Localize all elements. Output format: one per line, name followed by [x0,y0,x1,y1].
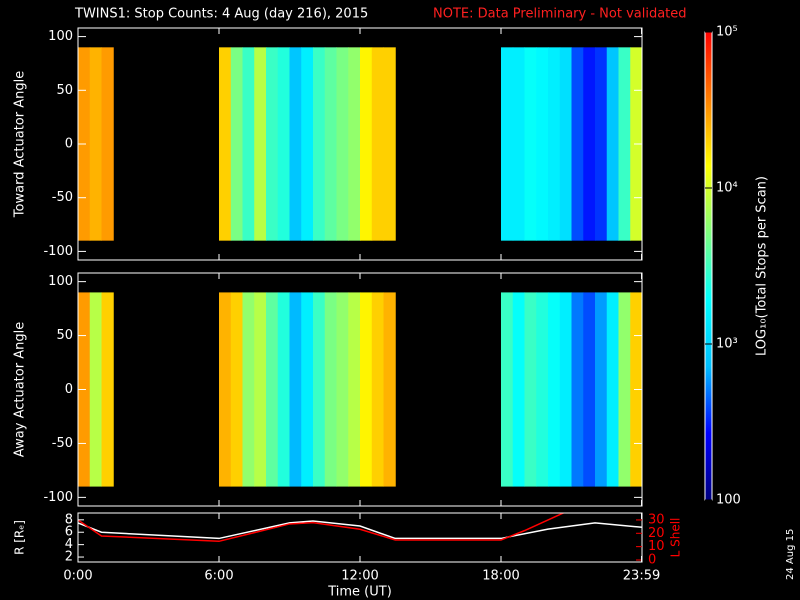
y-axis-label: Away Actuator Angle [13,322,28,457]
heatmap-cell [219,47,232,241]
heatmap-cell [230,47,243,241]
heatmap-cell [242,47,255,241]
heatmap-cell [583,47,596,241]
heatmap-cell [254,47,267,241]
y-tick-label: -100 [43,244,73,259]
heatmap-cell [383,47,396,241]
y-tick-label: -100 [43,490,73,505]
y-tick-label: 8 [65,512,73,527]
y-tick-label: 6 [65,525,73,540]
heatmap-cell [360,292,373,487]
x-tick-label: 18:00 [482,569,519,584]
heatmap-cell [524,292,537,487]
heatmap-cell [512,292,525,487]
heatmap-cell [301,47,314,241]
heatmap-cell [336,292,349,487]
x-tick-label: 0:00 [63,569,92,584]
y-tick-label: 0 [65,382,73,397]
heatmap-cell [348,47,361,241]
heatmap-cell [512,47,525,241]
panel-frame [77,512,643,563]
heatmap-cell [524,47,537,241]
y-tick-label: -50 [52,436,73,451]
heatmap-cell [548,292,561,487]
heatmap-cell [360,47,373,241]
heatmap-cell [571,47,584,241]
heatmap-cell [595,292,608,487]
y-tick-label: 50 [56,83,73,98]
date-stamp: 24 Aug 15 [785,529,796,580]
y2-tick-label: 0 [648,552,656,567]
heatmap-cell [277,292,290,487]
heatmap-cell [501,47,514,241]
y2-axis-label: L Shell [669,518,683,558]
heatmap-cell [371,47,384,241]
heatmap-cell [101,292,114,487]
heatmap-cell [571,292,584,487]
y-tick-label: 100 [48,274,73,289]
heatmap-cell [101,47,114,241]
y-tick-label: 100 [48,29,73,44]
y-tick-label: 50 [56,328,73,343]
colorbar-tick-label: 100 [716,493,741,508]
series-line [78,513,566,543]
series-line [78,520,642,540]
heatmap-cell [383,292,396,487]
heatmap-cell [289,47,302,241]
heatmap-cell [348,292,361,487]
heatmap-cell [501,292,514,487]
x-tick-label: 12:00 [341,569,378,584]
heatmap-cell [254,292,267,487]
y-tick-label: 2 [65,550,73,565]
heatmap-cell [301,292,314,487]
heatmap-cell [595,47,608,241]
x-tick-label: 23:59 [623,569,660,584]
y-tick-label: -50 [52,190,73,205]
note: NOTE: Data Preliminary - Not validated [433,7,687,22]
y-tick-label: 4 [65,537,73,552]
heatmap-cell [289,292,302,487]
heatmap-cell [219,292,232,487]
heatmap-cell [313,47,326,241]
heatmap-cell [583,292,596,487]
heatmap-cell [89,47,102,241]
colorbar-label: LOG₁₀(Total Stops per Scan) [755,176,770,356]
heatmap-cell [277,47,290,241]
y-axis-label: Toward Actuator Angle [13,71,28,218]
x-tick-label: 6:00 [204,569,233,584]
heatmap-cell [230,292,243,487]
heatmap-cell [266,292,279,487]
heatmap-cell [618,292,631,487]
x-axis-label: Time (UT) [327,585,392,600]
heatmap-cell [371,292,384,487]
heatmap-cell [324,47,337,241]
y-axis-label: R [Rₑ] [13,520,27,555]
heatmap-cell [89,292,102,487]
colorbar-tick-label: 10⁴ [716,181,738,196]
y2-tick-label: 20 [648,526,665,541]
heatmap-cell [536,292,549,487]
heatmap-cell [536,47,549,241]
heatmap-cell [548,47,561,241]
heatmap-cell [606,292,619,487]
y2-tick-label: 30 [648,512,665,527]
y2-tick-label: 10 [648,539,665,554]
heatmap-cell [606,47,619,241]
colorbar-tick-label: 10⁵ [716,25,738,40]
heatmap-cell [336,47,349,241]
y-tick-label: 0 [65,137,73,152]
heatmap-cell [559,47,572,241]
colorbar [704,31,713,501]
heatmap-cell [242,292,255,487]
chart-title: TWINS1: Stop Counts: 4 Aug (day 216), 20… [74,7,368,22]
colorbar-tick-label: 10³ [716,337,738,352]
heatmap-cell [559,292,572,487]
heatmap-cell [618,47,631,241]
heatmap-cell [324,292,337,487]
heatmap-cell [266,47,279,241]
heatmap-cell [313,292,326,487]
